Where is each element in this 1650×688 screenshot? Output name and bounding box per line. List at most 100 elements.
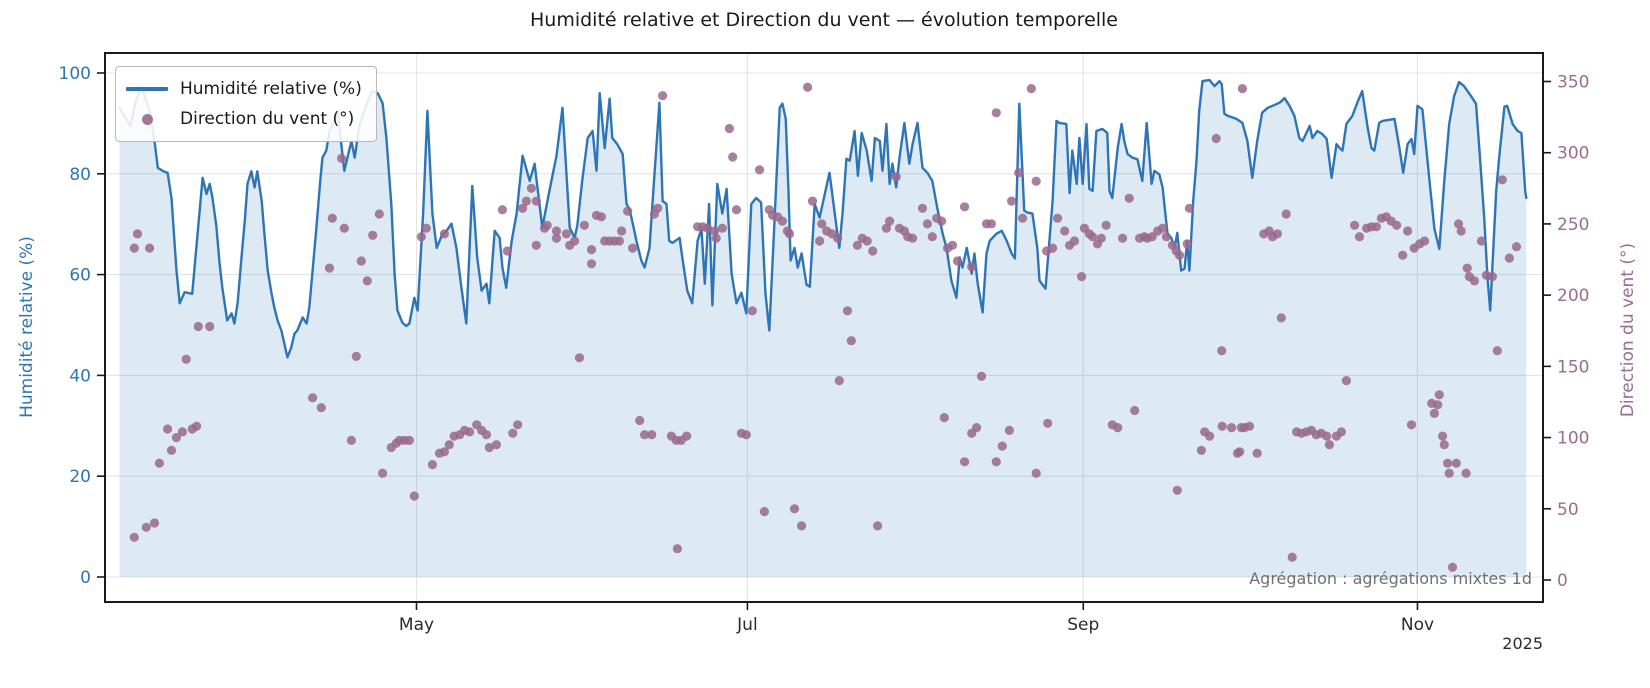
humidity-area [119,80,1527,577]
wind-scatter-point [1226,423,1237,433]
wind-scatter-point [682,431,692,441]
wind-scatter-point [444,440,454,450]
wind-scatter-point [1096,233,1106,243]
wind-scatter-point [356,256,366,266]
wind-scatter-point [960,457,970,467]
wind-scatter-point [1350,220,1360,230]
wind-scatter-point [1453,219,1464,229]
wind-scatter-point [991,457,1001,467]
wind-scatter-point [862,236,872,246]
wind-scatter-point [439,447,449,457]
wind-scatter-point [339,223,349,233]
wind-scatter-point [881,223,892,233]
left-tick-label: 20 [69,467,91,487]
wind-scatter-point [1336,427,1346,437]
wind-scatter-point [1420,236,1430,246]
wind-scatter-point [316,403,326,413]
wind-scatter-point [922,219,933,229]
wind-scatter-point [1354,232,1365,242]
left-tick-label: 80 [69,165,91,185]
left-tick-label: 100 [59,64,91,84]
wind-scatter-point [1048,243,1058,253]
wind-scatter-point [717,223,727,233]
wind-scatter-point [759,507,770,517]
wind-scatter-point [551,233,562,243]
wind-scatter-point [617,226,627,236]
wind-scatter-point [842,306,853,316]
wind-scatter-point [1088,232,1098,242]
wind-scatter-point [873,521,883,531]
wind-scatter-point [1101,220,1111,230]
wind-scatter-point [586,259,597,269]
wind-scatter-point [1324,440,1334,450]
wind-scatter-point [1252,448,1262,458]
wind-scatter-point [640,430,650,440]
wind-scatter-point [635,415,645,426]
wind-scatter-point [741,430,751,440]
wind-scatter-point [551,226,562,236]
wind-scatter-point [1182,239,1192,249]
wind-scatter-point [628,243,638,253]
axes-spine [104,52,1544,603]
wind-scatter-point [833,233,843,243]
wind-scatter-point [997,441,1007,451]
wind-scatter-point [777,216,788,226]
wind-scatter-point [967,262,977,272]
wind-scatter-point [531,196,541,206]
wind-scatter-point [1476,236,1487,246]
wind-scatter-point [1217,421,1227,431]
wind-scatter-point [754,165,765,175]
chart-title: Humidité relative et Direction du vent —… [529,9,1119,31]
wind-scatter-point [724,123,735,134]
wind-scatter-point [177,427,187,437]
left-tick-label: 60 [69,266,91,286]
wind-scatter-point [421,223,431,233]
wind-scatter-point [596,212,607,222]
wind-scatter-point [141,522,151,532]
wind-scatter-point [1398,250,1408,260]
wind-scatter-point [531,240,541,250]
wind-scatter-point [129,532,139,542]
wind-scatter-point [502,246,512,256]
wind-scatter-point [542,220,552,230]
wind-scatter-point [327,213,337,223]
right-tick-label: 100 [1557,429,1589,449]
wind-scatter-point [409,491,419,501]
wind-scatter-point [789,504,800,514]
wind-scatter-point [1443,458,1453,468]
wind-scatter-point [1406,420,1417,430]
left-tick-label: 40 [69,366,91,386]
wind-scatter-point [1184,203,1194,213]
wind-scatter-point [192,421,202,431]
wind-scatter-point [972,423,982,433]
right-tick-label: 350 [1557,72,1589,92]
wind-scatter-point [1433,400,1443,410]
wind-scatter-point [1031,468,1041,478]
wind-scatter-point [1113,423,1123,433]
wind-scatter-point [1371,222,1381,232]
wind-scatter-point [711,233,721,243]
wind-scatter-point [815,236,825,246]
wind-scatter-point [368,230,378,240]
wind-scatter-point [513,420,523,430]
wind-scatter-point [1434,390,1444,400]
wind-scatter-point [1124,193,1134,203]
wind-scatter-point [1161,232,1171,242]
wind-scatter-point [404,435,414,445]
wind-scatter-point [337,153,347,163]
wind-scatter-point [1235,447,1245,457]
wind-scatter-point [784,229,795,239]
month-tick-label: Jul [736,615,758,635]
wind-scatter-point [324,263,335,273]
wind-scatter-point [1069,236,1080,246]
wind-scatter-point [521,196,532,206]
wind-dot-swatch [126,113,168,125]
wind-scatter-point [378,468,388,478]
humidity-line-swatch [126,87,168,91]
wind-scatter-point [1392,220,1402,230]
wind-scatter-point [868,246,878,256]
right-tick-label: 50 [1557,500,1579,520]
wind-scatter-point [937,216,947,226]
right-tick-label: 0 [1557,571,1568,591]
